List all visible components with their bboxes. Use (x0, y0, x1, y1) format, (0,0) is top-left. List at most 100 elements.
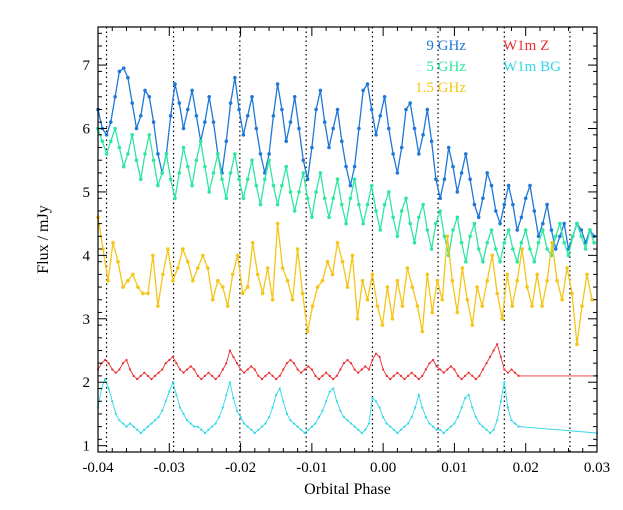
data-point-9-ghz (284, 139, 289, 143)
data-point-5-ghz (476, 247, 481, 251)
data-point-w1m-bg (218, 416, 221, 419)
data-point-9-ghz (207, 95, 211, 99)
data-point-w1m-bg (481, 425, 484, 428)
data-point-9-ghz (369, 107, 374, 112)
data-point-w1m-z (317, 378, 321, 381)
data-point-w1m-bg (410, 416, 413, 419)
data-point-w1m-bg (285, 412, 288, 415)
data-point-5-ghz (331, 196, 336, 201)
data-point-w1m-bg (307, 428, 310, 431)
data-point-5-ghz (186, 164, 190, 169)
data-point-w1m-bg (243, 422, 246, 425)
data-point-9-ghz (292, 95, 297, 99)
data-point-9-ghz (113, 95, 117, 99)
data-point-w1m-z (481, 368, 484, 371)
data-point-w1m-z (456, 374, 460, 377)
data-point-w1m-z (300, 371, 303, 374)
data-point-5-ghz (104, 152, 109, 156)
series-line-w1m-z (97, 343, 597, 380)
data-point-w1m-z (275, 378, 278, 381)
data-point-9-ghz (549, 228, 554, 232)
data-point-w1m-bg (186, 419, 189, 422)
data-point-w1m-bg (357, 428, 360, 431)
data-point-1-5-ghz (171, 278, 175, 283)
data-point-w1m-z (292, 362, 296, 365)
data-point-w1m-z (289, 358, 292, 362)
data-point-w1m-z (325, 371, 328, 374)
data-point-1-5-ghz (590, 298, 594, 302)
data-point-9-ghz (528, 183, 532, 188)
data-point-9-ghz (399, 145, 404, 150)
data-point-5-ghz (511, 247, 515, 251)
data-point-w1m-z (139, 374, 142, 377)
data-point-w1m-z (464, 374, 467, 377)
data-point-5-ghz (472, 221, 477, 226)
data-point-1-5-ghz (280, 266, 285, 270)
series-w1m-bg (96, 377, 599, 435)
data-point-w1m-bg (392, 428, 395, 431)
data-point-w1m-z (211, 374, 214, 377)
x-axis-title: Orbital Phase (304, 481, 391, 498)
data-point-1-5-ghz (345, 285, 350, 289)
data-point-9-ghz (455, 190, 460, 194)
data-point-w1m-bg (464, 397, 467, 400)
data-point-1-5-ghz (240, 291, 245, 296)
data-point-w1m-bg (332, 387, 335, 390)
data-point-5-ghz (417, 215, 421, 220)
data-point-w1m-bg (168, 390, 171, 393)
data-point-9-ghz (301, 158, 306, 162)
data-point-w1m-z (171, 355, 174, 358)
data-point-w1m-z (335, 374, 338, 377)
data-point-w1m-bg (161, 409, 164, 412)
data-point-9-ghz (464, 152, 468, 156)
data-point-5-ghz (156, 183, 160, 188)
data-point-1-5-ghz (515, 278, 519, 283)
data-point-5-ghz (340, 202, 344, 207)
data-point-9-ghz (258, 152, 263, 156)
data-point-1-5-ghz (485, 278, 490, 283)
data-point-9-ghz (352, 164, 357, 169)
legend-entry-9-ghz: 9 GHz (426, 38, 466, 54)
data-point-1-5-ghz (285, 278, 290, 283)
legend: 9 GHz 5 GHz 1.5 GHz W1m Z W1m BG (415, 38, 561, 96)
data-point-w1m-bg (339, 409, 342, 412)
data-point-1-5-ghz (186, 259, 190, 264)
data-point-1-5-ghz (295, 247, 300, 251)
data-point-w1m-bg (364, 428, 367, 431)
legend-entry-w1m-z: W1m Z (503, 38, 549, 54)
data-point-5-ghz (352, 177, 357, 181)
data-point-9-ghz (344, 164, 348, 169)
data-point-w1m-bg (471, 406, 474, 409)
data-point-1-5-ghz (465, 298, 470, 302)
data-point-w1m-z (357, 371, 360, 374)
data-point-1-5-ghz (300, 291, 305, 296)
data-point-w1m-bg (125, 425, 128, 428)
data-point-w1m-z (453, 368, 456, 371)
data-point-9-ghz (168, 114, 173, 118)
data-point-w1m-bg (196, 425, 199, 428)
data-point-9-ghz (211, 120, 216, 124)
data-point-9-ghz (130, 101, 134, 105)
data-point-w1m-z (332, 378, 335, 381)
data-point-9-ghz (374, 133, 378, 137)
series-9-ghz (96, 66, 596, 252)
data-point-9-ghz (305, 177, 310, 181)
data-point-9-ghz (237, 107, 241, 112)
data-point-5-ghz (194, 158, 199, 162)
data-point-9-ghz (489, 183, 494, 188)
data-point-w1m-z (203, 374, 206, 377)
data-point-1-5-ghz (315, 285, 320, 289)
data-point-w1m-z (200, 378, 203, 381)
data-point-1-5-ghz (380, 323, 385, 327)
data-point-1-5-ghz (335, 240, 340, 245)
data-point-w1m-z (496, 343, 499, 346)
data-point-9-ghz (485, 171, 490, 175)
data-point-9-ghz (254, 126, 259, 131)
data-point-1-5-ghz (265, 266, 270, 270)
x-tick-label: -0.02 (225, 460, 256, 476)
data-point-w1m-bg (417, 393, 420, 396)
data-point-5-ghz (455, 215, 460, 220)
data-point-9-ghz (357, 126, 361, 131)
data-point-9-ghz (442, 177, 447, 181)
y-tick-label: 6 (83, 121, 91, 137)
